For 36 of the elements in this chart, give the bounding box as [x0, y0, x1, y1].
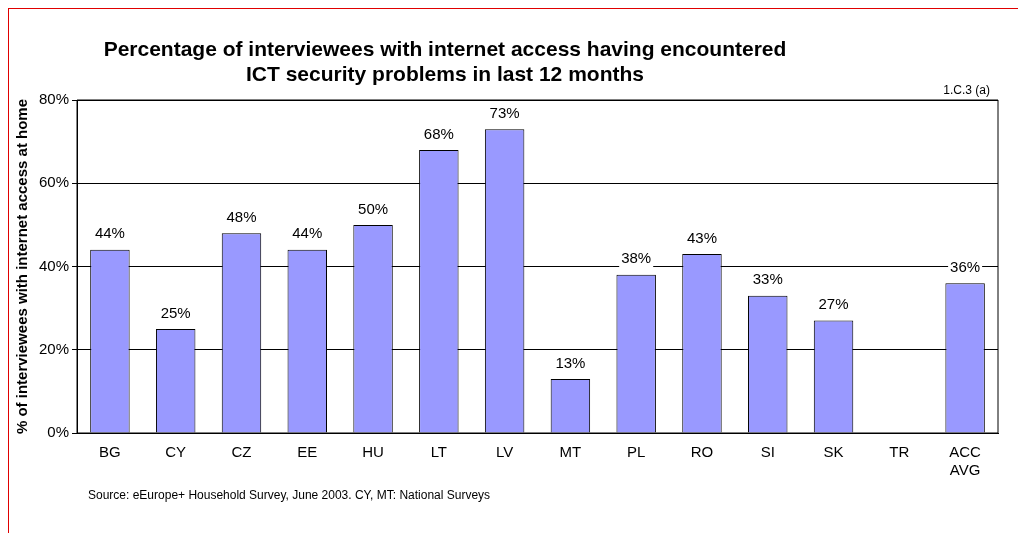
data-label: 25%	[160, 303, 191, 321]
y-tick-label: 0%	[47, 423, 70, 441]
x-tick-label: EE	[297, 443, 318, 461]
data-label: 50%	[358, 199, 389, 217]
data-label: 73%	[489, 103, 520, 121]
x-tick-label: SI	[760, 443, 775, 461]
data-label: 33%	[752, 270, 783, 288]
x-tick-label: LV	[496, 443, 514, 461]
x-tick-label: LT	[430, 443, 448, 461]
x-tick-label: SK	[823, 443, 844, 461]
x-tick-label: BG	[99, 443, 121, 461]
data-label: 36%	[950, 257, 981, 275]
data-label: 38%	[621, 249, 652, 267]
text: 1.C.3 (a)	[943, 83, 990, 97]
y-tick-label: 60%	[38, 173, 70, 191]
chart-title: Percentage of interviewees with internet access having encountered ICT security problems in last 12 months	[102, 36, 788, 86]
x-tick-label: RO	[690, 443, 714, 461]
x-tick-label: MT	[559, 443, 582, 461]
data-label: 43%	[686, 228, 717, 246]
y-axis-title: % of interviewees with internet access at home	[13, 98, 31, 435]
x-tick-label: HU	[362, 443, 384, 461]
x-tick-label: TR	[889, 443, 910, 461]
data-label: 44%	[94, 224, 125, 242]
x-tick-label: CZ	[231, 443, 252, 461]
data-label: 13%	[555, 353, 586, 371]
x-tick-label: PL	[627, 443, 646, 461]
data-label: 48%	[226, 207, 257, 225]
x-tick-label: ACC AVG	[949, 443, 982, 479]
data-label: 44%	[292, 224, 323, 242]
y-tick-label: 40%	[38, 256, 70, 274]
x-tick-label: CY	[165, 443, 187, 461]
source-note: Source: eEurope+ Household Survey, June 2003. CY, MT: National Surveys	[88, 488, 491, 502]
data-label: 68%	[423, 124, 454, 142]
y-tick-label: 20%	[38, 339, 70, 357]
y-tick-label: 80%	[38, 90, 70, 108]
data-label: 27%	[818, 295, 849, 313]
